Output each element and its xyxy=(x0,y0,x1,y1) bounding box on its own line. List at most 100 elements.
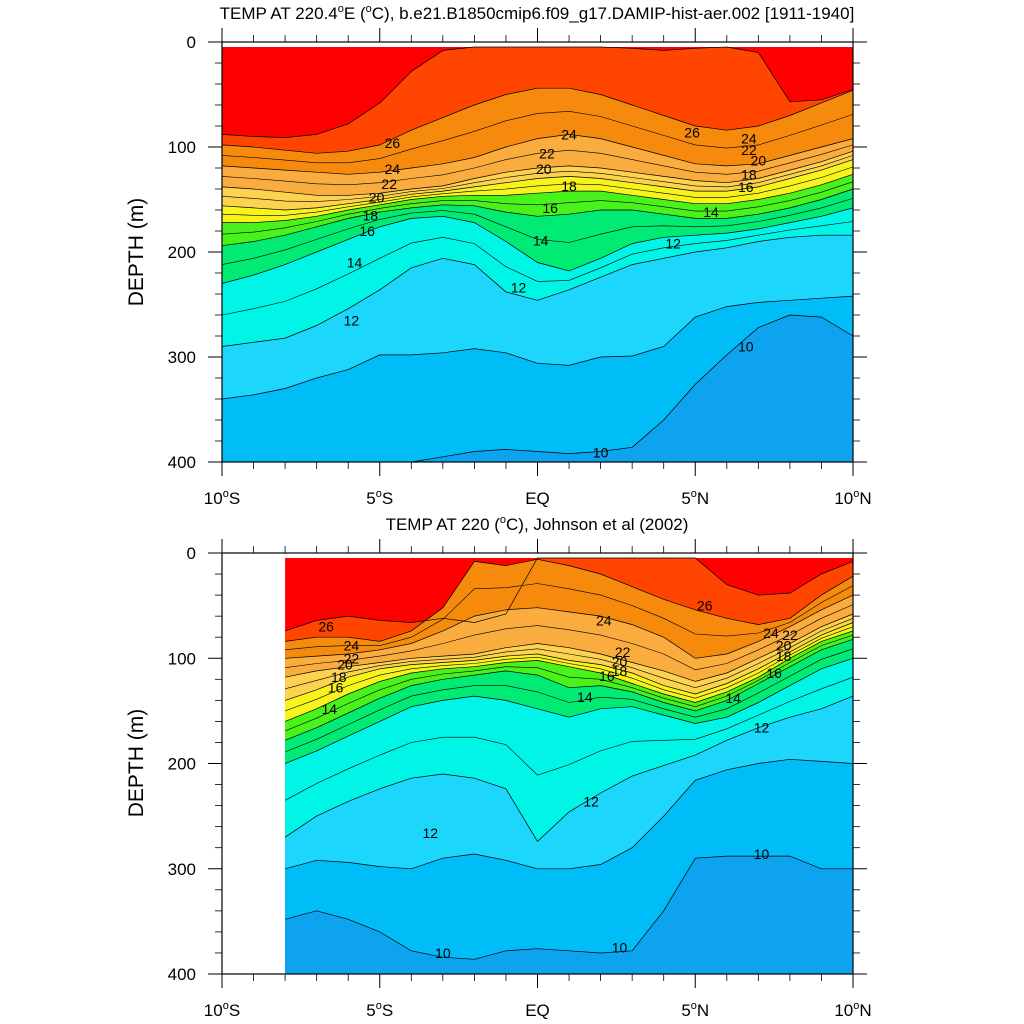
x-tick-label: 10oN xyxy=(834,488,871,508)
isotherm-line-minor xyxy=(284,648,854,753)
contour-label: 20 xyxy=(337,657,353,673)
isotherm-line-24 xyxy=(221,134,854,175)
isotherm-line-22 xyxy=(221,150,854,196)
contour-label: 16 xyxy=(542,200,558,216)
contour-label: 20 xyxy=(369,189,385,205)
contour-label: 14 xyxy=(703,204,719,220)
isotherm-line-11 xyxy=(221,295,854,400)
x-tick-label: 10oN xyxy=(834,1000,871,1020)
panel-top-model: TEMP AT 220.4oE (oC), b.e21.B1850cmip6.f… xyxy=(125,3,872,508)
contour-label: 24 xyxy=(561,126,577,142)
y-axis-label: DEPTH (m) xyxy=(125,198,148,307)
contour-label: 18 xyxy=(331,669,347,685)
axes: 0 100 200 300 400 10oS 5oS EQ 5oN 10oN xyxy=(168,539,872,1020)
isotherm-line-minor xyxy=(285,618,854,690)
y-tick-label: 100 xyxy=(168,649,196,668)
contour-label: 18 xyxy=(362,207,378,223)
contour-label: 24 xyxy=(763,625,779,641)
contour-label: 14 xyxy=(321,701,337,717)
contour-label: 14 xyxy=(533,232,549,248)
contour-label: 20 xyxy=(612,653,628,669)
isotherm-line-14 xyxy=(284,657,854,764)
panel-bottom-observations: TEMP AT 220 (oC), Johnson et al (2002) 2… xyxy=(125,514,872,1020)
contour-label: 24 xyxy=(344,638,360,654)
contour-label: 26 xyxy=(684,124,700,140)
axes: 0 100 200 300 400 10oS 5oS EQ 5oN 10oN xyxy=(168,28,872,508)
contour-label: 16 xyxy=(328,680,344,696)
contour-label: 12 xyxy=(511,280,527,296)
x-tick-label: EQ xyxy=(525,489,550,508)
contour-label: 10 xyxy=(754,846,770,862)
y-axis-label: DEPTH (m) xyxy=(125,709,148,818)
x-tick-label: 10oS xyxy=(204,488,240,508)
y-tick-label: 200 xyxy=(168,243,196,262)
contour-label: 20 xyxy=(751,153,767,169)
contour-label: 18 xyxy=(612,663,628,679)
isotherm-line-minor xyxy=(284,676,854,801)
isotherm-line-minor xyxy=(221,198,854,265)
isotherm-line-minor xyxy=(284,626,854,712)
isotherm-line-minor xyxy=(221,110,854,164)
isotherm-line-minor xyxy=(285,583,854,651)
contour-label: 12 xyxy=(422,825,438,841)
contour-label: 24 xyxy=(741,131,757,147)
contour-label: 22 xyxy=(344,650,360,666)
isotherm-line-27 xyxy=(284,557,854,632)
isotherm-line-12 xyxy=(221,234,853,347)
isotherm-line-minor xyxy=(221,155,854,202)
isotherm-line-20 xyxy=(284,622,854,701)
contour-label: 12 xyxy=(344,312,360,328)
isotherm-line-minor xyxy=(221,181,854,235)
contour-label: 26 xyxy=(697,598,713,614)
x-tick-label: 10oS xyxy=(204,1000,240,1020)
contour-label: 16 xyxy=(599,668,615,684)
contour-label: 22 xyxy=(381,176,397,192)
contour-label: 16 xyxy=(766,665,782,681)
contour-label: 20 xyxy=(776,638,792,654)
isotherm-line-20 xyxy=(221,159,854,211)
temperature-band-10 xyxy=(285,856,854,974)
y-tick-label: 400 xyxy=(168,965,196,984)
contour-label: 10 xyxy=(435,945,451,961)
contour-plot-area: 2626242424222222202020181818161616141414… xyxy=(284,557,854,974)
isotherm-line-minor xyxy=(284,634,854,732)
isotherm-line-18 xyxy=(222,173,854,223)
isotherm-line-26 xyxy=(285,558,854,642)
contour-label: 26 xyxy=(385,135,401,151)
isotherm-line-27 xyxy=(221,46,854,138)
isotherm-line-10 xyxy=(285,855,853,960)
isotherm-line-24 xyxy=(285,594,854,659)
contour-label: 24 xyxy=(596,612,612,628)
chart-title: TEMP AT 220.4oE (oC), b.e21.B1850cmip6.f… xyxy=(220,3,855,23)
isotherm-line-16 xyxy=(221,188,854,247)
x-tick-label: 5oS xyxy=(366,1000,393,1020)
isotherm-line-18 xyxy=(284,630,854,722)
contour-label: 12 xyxy=(583,793,599,809)
x-tick-label: EQ xyxy=(525,1001,550,1020)
y-tick-label: 400 xyxy=(168,453,196,472)
isotherm-line-minor xyxy=(221,221,854,316)
y-tick-label: 0 xyxy=(187,33,196,52)
contour-label: 14 xyxy=(577,689,593,705)
contour-label: 14 xyxy=(725,690,741,706)
isotherm-line-12 xyxy=(284,695,854,842)
contour-label: 22 xyxy=(615,644,631,660)
y-tick-label: 0 xyxy=(187,544,196,563)
contour-label: 10 xyxy=(593,445,609,461)
isotherm-line-26 xyxy=(221,87,854,154)
y-tick-label: 300 xyxy=(168,860,196,879)
isotherm-line-22 xyxy=(285,613,854,682)
contour-label: 16 xyxy=(738,179,754,195)
contour-label: 18 xyxy=(561,178,577,194)
y-tick-label: 100 xyxy=(168,138,196,157)
contour-label: 20 xyxy=(536,161,552,177)
chart-title: TEMP AT 220 (oC), Johnson et al (2002) xyxy=(386,514,689,534)
contour-label: 18 xyxy=(741,166,757,182)
contour-label: 14 xyxy=(347,255,363,271)
contour-label: 10 xyxy=(612,940,628,956)
isotherm-line-11 xyxy=(285,758,854,870)
contour-label: 22 xyxy=(741,142,757,158)
contour-label: 10 xyxy=(738,339,754,355)
isotherm-line-14 xyxy=(221,207,854,284)
